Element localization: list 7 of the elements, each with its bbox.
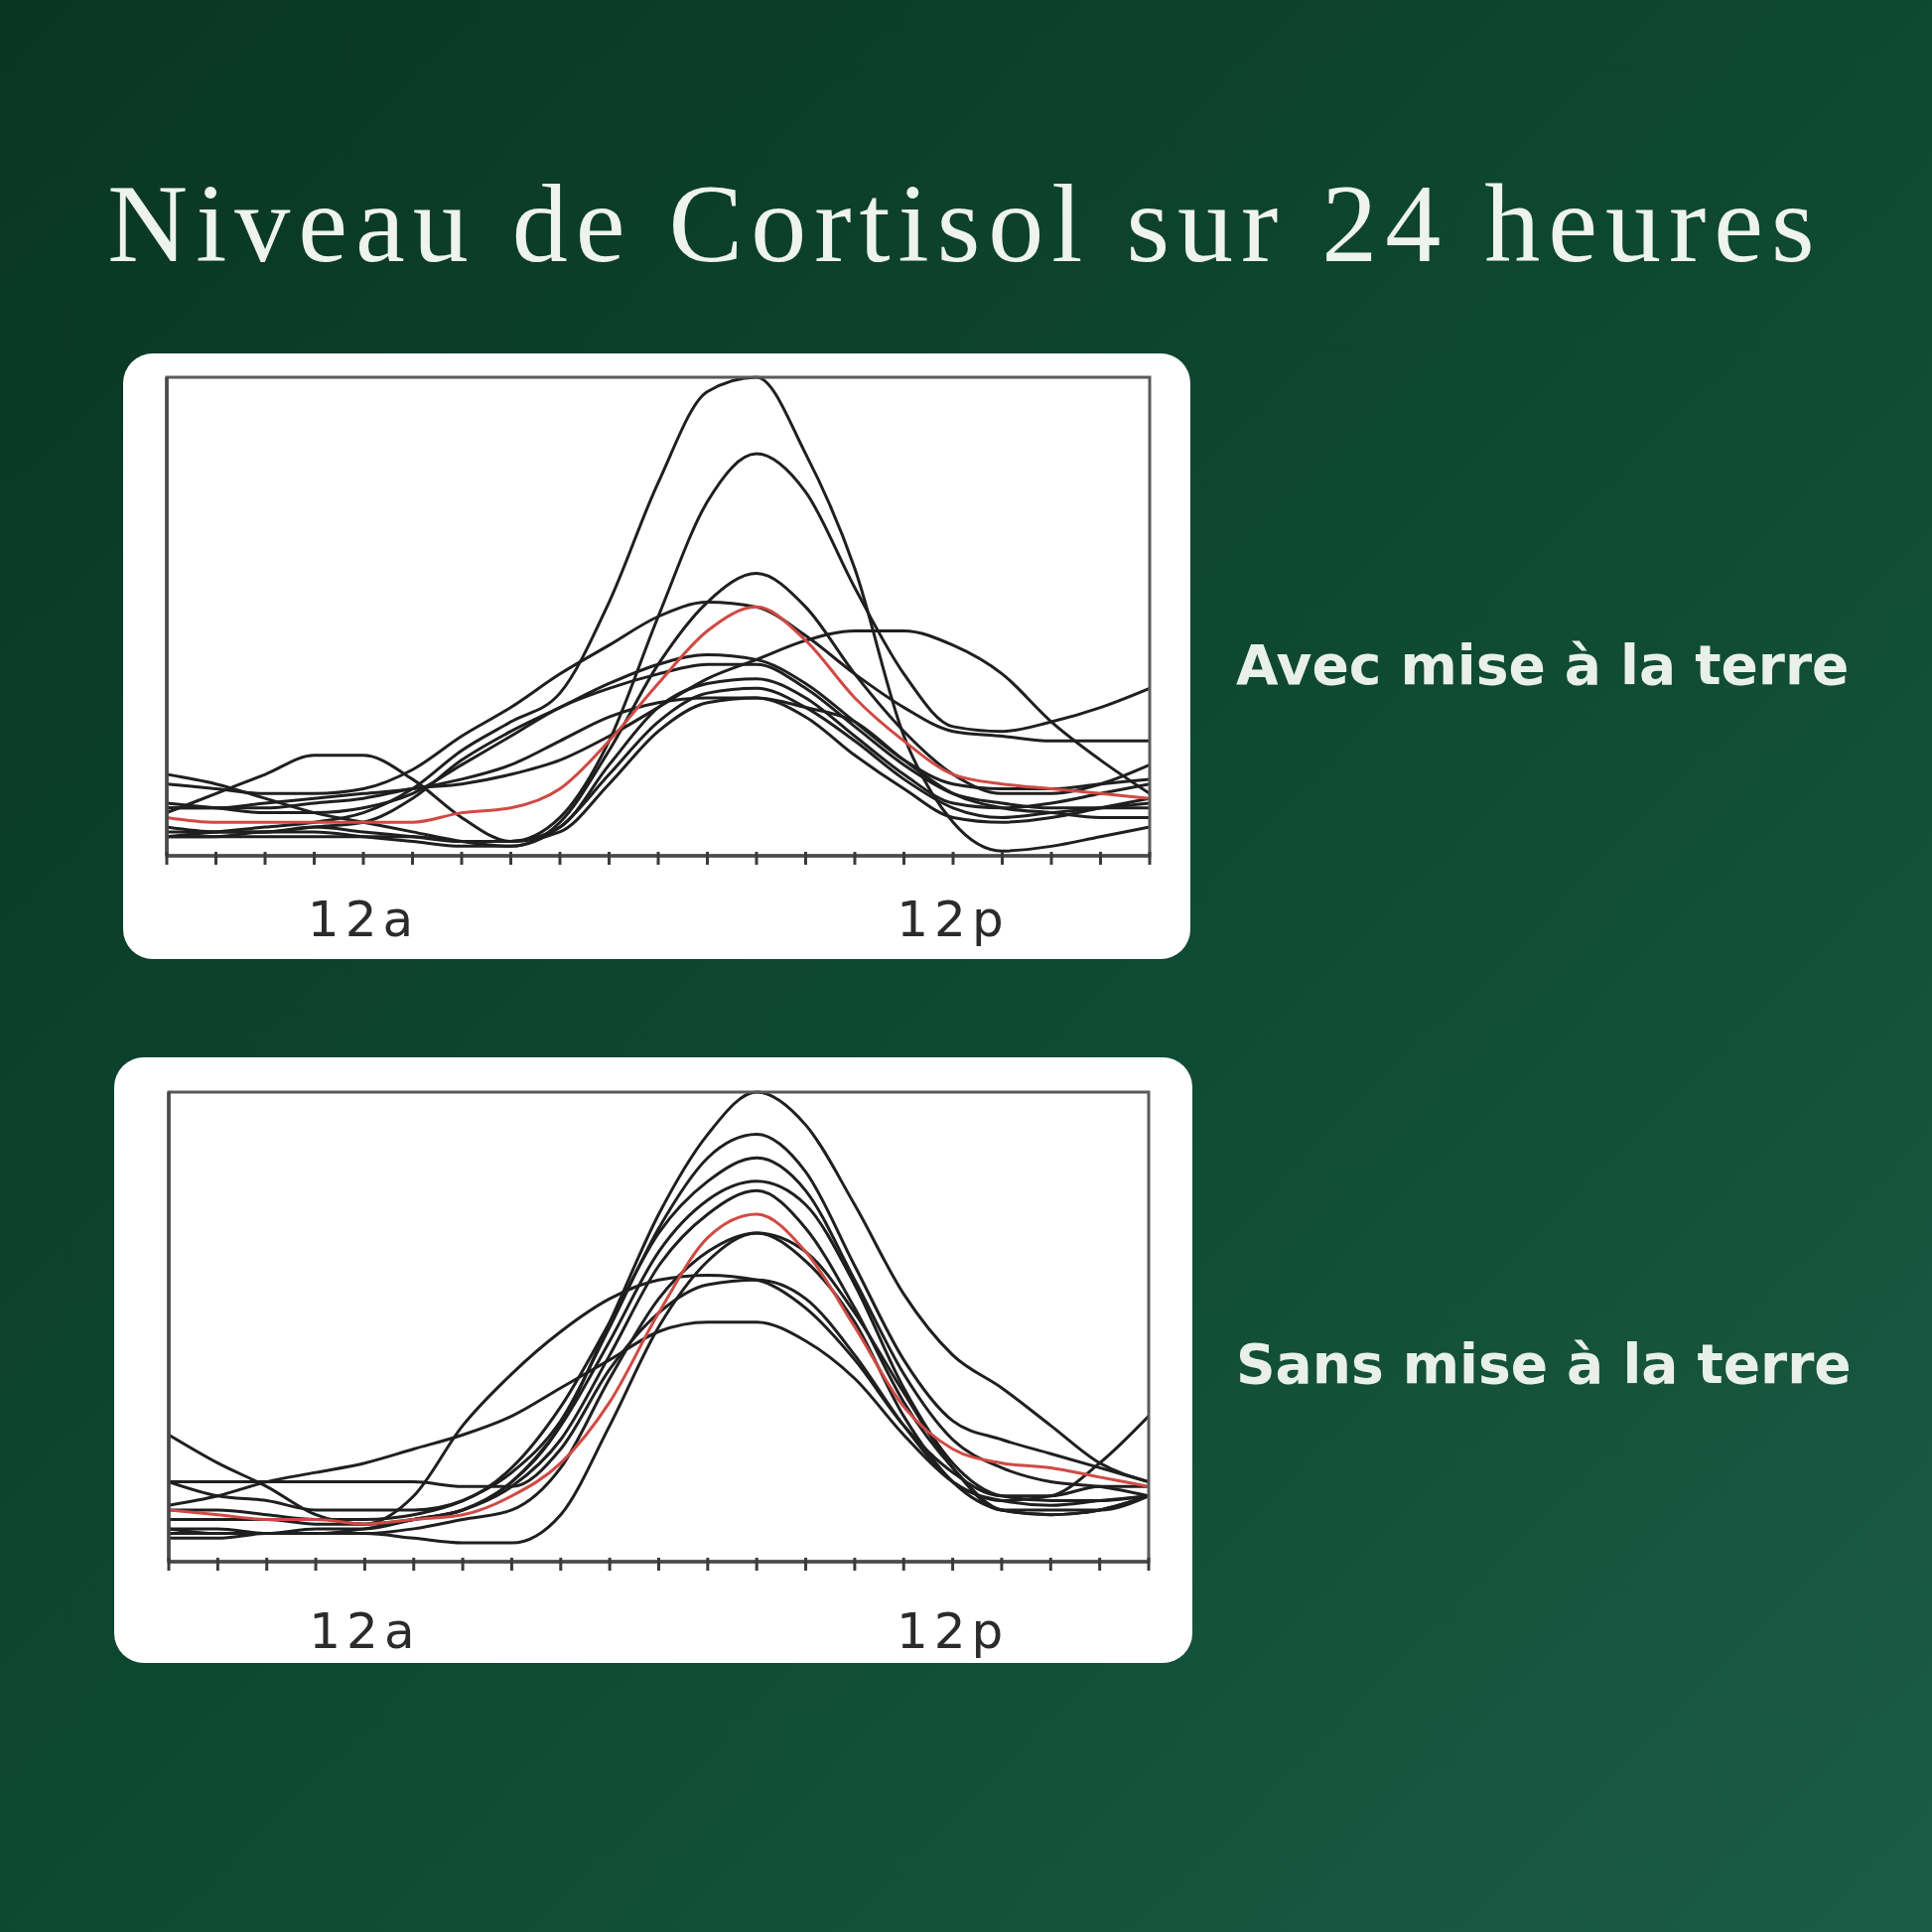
text: Avec mise à la terre <box>1236 633 1850 697</box>
x-tick-label: 12a <box>307 891 420 948</box>
x-tick-label: 12p <box>896 1602 1010 1660</box>
x-tick-label: 12a <box>309 1602 421 1660</box>
x-tick-label: 12p <box>897 891 1010 948</box>
chart-title: Niveau de Cortisol sur 24 heures <box>107 162 1823 285</box>
text: Sans mise à la terre <box>1236 1332 1852 1396</box>
